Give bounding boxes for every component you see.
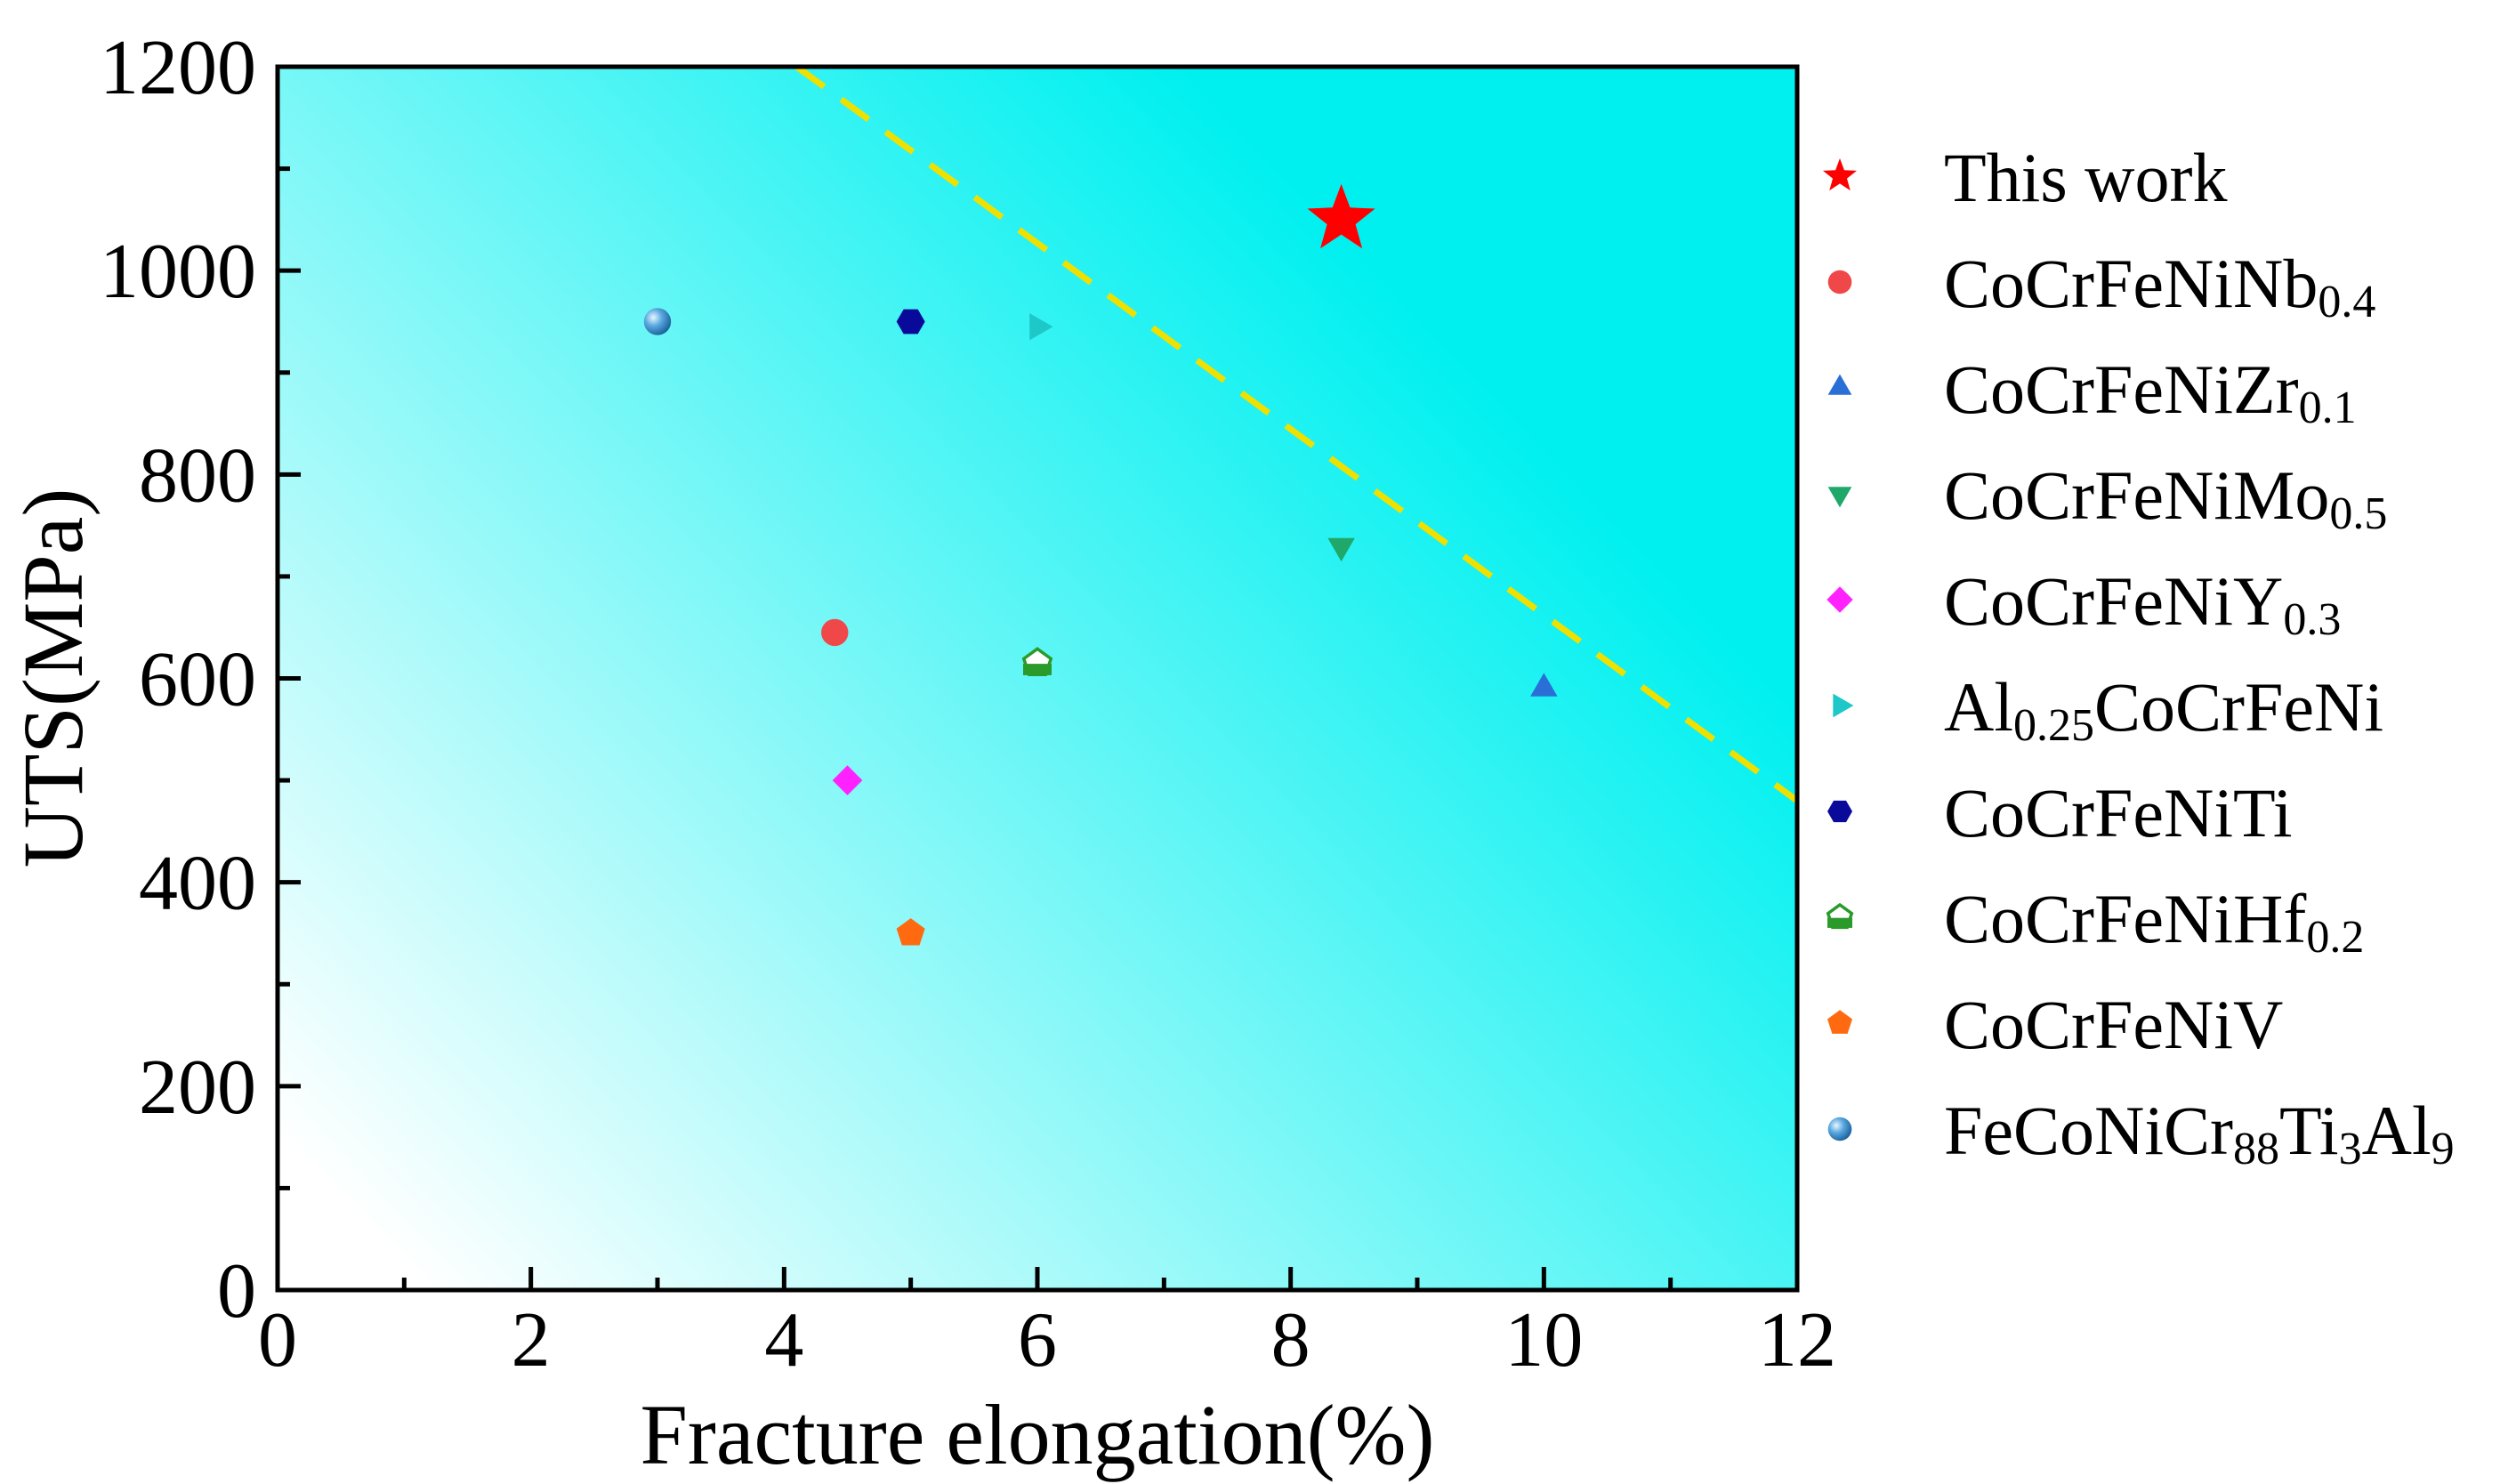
x-tick-label: 12 <box>1758 1297 1836 1383</box>
legend-label: CoCrFeNiNb0.4 <box>1944 245 2375 327</box>
data-point-cocrfeniv <box>896 918 925 946</box>
legend-item: CoCrFeNiZr0.1 <box>1827 351 2357 433</box>
x-axis-title: Fracture elongation(%) <box>641 1387 1435 1482</box>
legend-marker-cocrfenizr0-1 <box>1827 374 1852 395</box>
legend-marker-this-work <box>1822 158 1858 191</box>
legend-item: CoCrFeNiHf0.2 <box>1826 880 2364 963</box>
legend-label: CoCrFeNiHf0.2 <box>1944 880 2364 963</box>
y-tick-label: 0 <box>217 1248 256 1335</box>
x-tick-label: 0 <box>258 1297 297 1383</box>
legend-label: FeCoNiCr88Ti3Al9 <box>1944 1092 2455 1174</box>
legend-label: CoCrFeNiZr0.1 <box>1944 351 2357 433</box>
legend-item: CoCrFeNiTi <box>1827 774 2293 851</box>
legend-marker-cocrfeniy0-3 <box>1827 586 1853 613</box>
x-tick-label: 6 <box>1018 1297 1057 1383</box>
legend-marker-cocrfeninb0-4 <box>1827 270 1852 294</box>
legend-label: Al0.25CoCrFeNi <box>1944 668 2383 751</box>
legend-marker-cocrfenihf0-2 <box>1826 902 1854 930</box>
data-point-cocrfenizr0-1 <box>1530 673 1558 697</box>
legend-marker-cocrfenimo0-5 <box>1827 487 1852 508</box>
data-point-cocrfenihf0-2 <box>1021 647 1053 677</box>
legend-marker-cocrfeniti <box>1827 800 1852 823</box>
data-point-cocrfeniti <box>896 309 925 335</box>
legend-marker-al0-25cocrfeni <box>1833 693 1854 718</box>
x-tick-label: 4 <box>764 1297 803 1383</box>
legend-item: This work <box>1822 139 2227 216</box>
y-tick-label: 1000 <box>100 229 256 315</box>
data-point-al0-25cocrfeni <box>1029 312 1053 341</box>
legend-item: CoCrFeNiY0.3 <box>1827 562 2341 645</box>
x-tick-label: 8 <box>1271 1297 1310 1383</box>
legend-label: CoCrFeNiY0.3 <box>1944 562 2341 645</box>
legend-label: CoCrFeNiMo0.5 <box>1944 456 2387 539</box>
axis-ticks: 0 2 4 6 8 10 12 0 200 400 600 800 1000 1200 <box>100 25 1836 1383</box>
data-point-this-work <box>1307 183 1375 249</box>
legend-item: CoCrFeNiV <box>1827 986 2283 1063</box>
legend-label: This work <box>1944 139 2227 216</box>
legend-item: CoCrFeNiMo0.5 <box>1827 456 2387 539</box>
y-axis-title: UTS(MPa) <box>5 488 101 868</box>
y-tick-label: 200 <box>139 1044 256 1131</box>
x-tick-label: 2 <box>512 1297 551 1383</box>
y-tick-label: 1200 <box>100 25 256 111</box>
data-point-feconicr88ti3al9 <box>643 308 672 335</box>
y-tick-label: 600 <box>139 637 256 723</box>
legend-label: CoCrFeNiTi <box>1944 774 2293 851</box>
legend-item: Al0.25CoCrFeNi <box>1833 668 2383 751</box>
legend-item: FeCoNiCr88Ti3Al9 <box>1827 1092 2455 1174</box>
legend-label: CoCrFeNiV <box>1944 986 2283 1063</box>
plot-background <box>278 67 1797 1290</box>
y-tick-label: 800 <box>139 432 256 519</box>
trend-line-layer <box>794 67 1797 803</box>
legend-marker-cocrfeniv <box>1827 1010 1852 1034</box>
legend-item: CoCrFeNiNb0.4 <box>1827 245 2375 327</box>
data-point-cocrfeniy0-3 <box>832 765 863 795</box>
dashed-trend-line <box>794 67 1797 803</box>
data-point-cocrfenimo0-5 <box>1327 537 1355 562</box>
x-tick-label: 10 <box>1504 1297 1583 1383</box>
data-point-cocrfeninb0-4 <box>821 618 849 647</box>
legend: This work CoCrFeNiNb0.4 CoCrFeNiZr0.1 CoCrF… <box>1822 139 2455 1174</box>
data-points <box>643 183 1558 946</box>
legend-marker-feconicr88ti3al9 <box>1827 1117 1852 1141</box>
y-tick-label: 400 <box>139 841 256 927</box>
